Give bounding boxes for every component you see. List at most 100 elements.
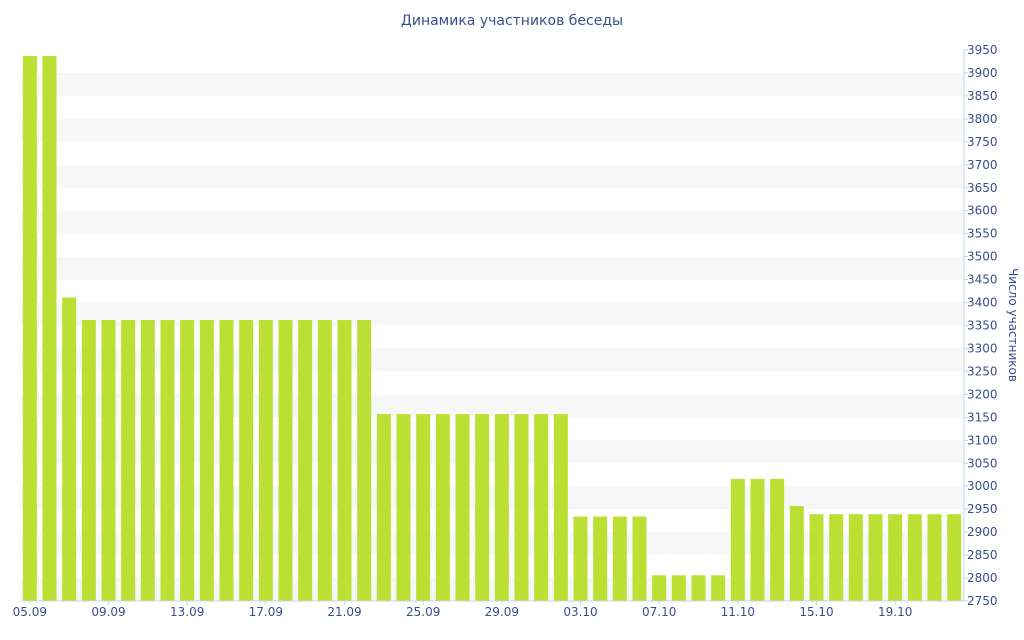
bar[interactable] bbox=[475, 414, 490, 601]
bar[interactable] bbox=[199, 319, 214, 601]
bar[interactable] bbox=[514, 414, 529, 601]
grid-band bbox=[20, 532, 964, 556]
y-tick-label: 3450 bbox=[967, 273, 998, 287]
y-tick-label: 2750 bbox=[967, 594, 998, 608]
y-tick-label: 3300 bbox=[967, 341, 998, 355]
y-tick-label: 3750 bbox=[967, 135, 998, 149]
bar[interactable] bbox=[239, 319, 254, 601]
x-tick-label: 17.09 bbox=[249, 605, 283, 619]
y-tick-label: 2950 bbox=[967, 502, 998, 516]
y-tick-label: 3700 bbox=[967, 158, 998, 172]
bar[interactable] bbox=[435, 414, 450, 601]
y-tick-label: 2850 bbox=[967, 548, 998, 562]
bar[interactable] bbox=[62, 297, 77, 601]
bar[interactable] bbox=[671, 575, 686, 601]
bar[interactable] bbox=[317, 319, 332, 601]
grid-band bbox=[20, 486, 964, 510]
grid-band bbox=[20, 348, 964, 372]
bar[interactable] bbox=[573, 516, 588, 601]
bar[interactable] bbox=[848, 514, 863, 601]
bar[interactable] bbox=[298, 319, 313, 601]
bar[interactable] bbox=[809, 514, 824, 601]
x-tick-label: 03.10 bbox=[563, 605, 597, 619]
x-tick-label: 11.10 bbox=[721, 605, 755, 619]
grid-band bbox=[20, 302, 964, 326]
x-tick-label: 29.09 bbox=[485, 605, 519, 619]
bar[interactable] bbox=[888, 514, 903, 601]
y-tick-label: 3150 bbox=[967, 410, 998, 424]
y-axis: 2750 2800 2850 2900 2950 3000 3050 3100 3150 3200… bbox=[963, 43, 998, 608]
bar[interactable] bbox=[947, 514, 962, 601]
bar[interactable] bbox=[81, 319, 96, 601]
bar[interactable] bbox=[42, 55, 57, 601]
y-tick-label: 3650 bbox=[967, 181, 998, 195]
bar[interactable] bbox=[711, 575, 726, 601]
bar[interactable] bbox=[121, 319, 136, 601]
x-tick-label: 21.09 bbox=[327, 605, 361, 619]
bar[interactable] bbox=[770, 478, 785, 601]
y-tick-label: 3350 bbox=[967, 319, 998, 333]
bar[interactable] bbox=[337, 319, 352, 601]
bar[interactable] bbox=[652, 575, 667, 601]
bar[interactable] bbox=[22, 55, 37, 601]
y-tick-label: 3550 bbox=[967, 227, 998, 241]
bar[interactable] bbox=[593, 516, 608, 601]
bar[interactable] bbox=[376, 414, 391, 601]
x-axis: 05.09 09.09 13.09 17.09 21.09 25.09 29.09 03.10… bbox=[13, 600, 964, 619]
grid-band bbox=[20, 72, 964, 96]
grid-band bbox=[20, 394, 964, 418]
bar[interactable] bbox=[396, 414, 411, 601]
y-axis-title: Число участников bbox=[1006, 268, 1020, 382]
y-tick-label: 3250 bbox=[967, 364, 998, 378]
grid-band bbox=[20, 118, 964, 142]
bar[interactable] bbox=[101, 319, 116, 601]
y-tick-label: 3200 bbox=[967, 387, 998, 401]
bar[interactable] bbox=[140, 319, 155, 601]
chart-title: Динамика участников беседы bbox=[400, 13, 624, 29]
x-tick-label: 05.09 bbox=[13, 605, 47, 619]
bar[interactable] bbox=[357, 319, 372, 601]
bar[interactable] bbox=[907, 514, 922, 601]
y-tick-label: 3000 bbox=[967, 479, 998, 493]
grid-bands bbox=[20, 72, 964, 601]
bar[interactable] bbox=[750, 478, 765, 601]
x-tick-label: 09.09 bbox=[91, 605, 125, 619]
y-tick-label: 3600 bbox=[967, 204, 998, 218]
bar[interactable] bbox=[691, 575, 706, 601]
bar[interactable] bbox=[258, 319, 273, 601]
x-tick-label: 07.10 bbox=[642, 605, 676, 619]
y-tick-label: 2900 bbox=[967, 525, 998, 539]
bar[interactable] bbox=[219, 319, 234, 601]
bar[interactable] bbox=[829, 514, 844, 601]
x-tick-label: 15.10 bbox=[799, 605, 833, 619]
grid-band bbox=[20, 256, 964, 280]
y-tick-label: 3500 bbox=[967, 250, 998, 264]
bar[interactable] bbox=[416, 414, 431, 601]
bar[interactable] bbox=[534, 414, 549, 601]
bar[interactable] bbox=[927, 514, 942, 601]
bar[interactable] bbox=[180, 319, 195, 601]
grid-band bbox=[20, 210, 964, 234]
y-tick-label: 2800 bbox=[967, 571, 998, 585]
bar[interactable] bbox=[730, 478, 745, 601]
bar[interactable] bbox=[612, 516, 627, 601]
bars bbox=[22, 55, 962, 601]
bar[interactable] bbox=[278, 319, 293, 601]
bar[interactable] bbox=[632, 516, 647, 601]
y-tick-label: 3800 bbox=[967, 112, 998, 126]
bar[interactable] bbox=[455, 414, 470, 601]
y-tick-label: 3850 bbox=[967, 89, 998, 103]
bar[interactable] bbox=[789, 505, 804, 601]
x-tick-label: 25.09 bbox=[406, 605, 440, 619]
grid-band bbox=[20, 578, 964, 601]
y-tick-label: 3950 bbox=[967, 43, 998, 57]
y-tick-label: 3900 bbox=[967, 66, 998, 80]
x-tick-label: 13.09 bbox=[170, 605, 204, 619]
bar[interactable] bbox=[553, 414, 568, 601]
x-tick-label: 19.10 bbox=[878, 605, 912, 619]
bar[interactable] bbox=[868, 514, 883, 601]
bar[interactable] bbox=[494, 414, 509, 601]
bar[interactable] bbox=[160, 319, 175, 601]
